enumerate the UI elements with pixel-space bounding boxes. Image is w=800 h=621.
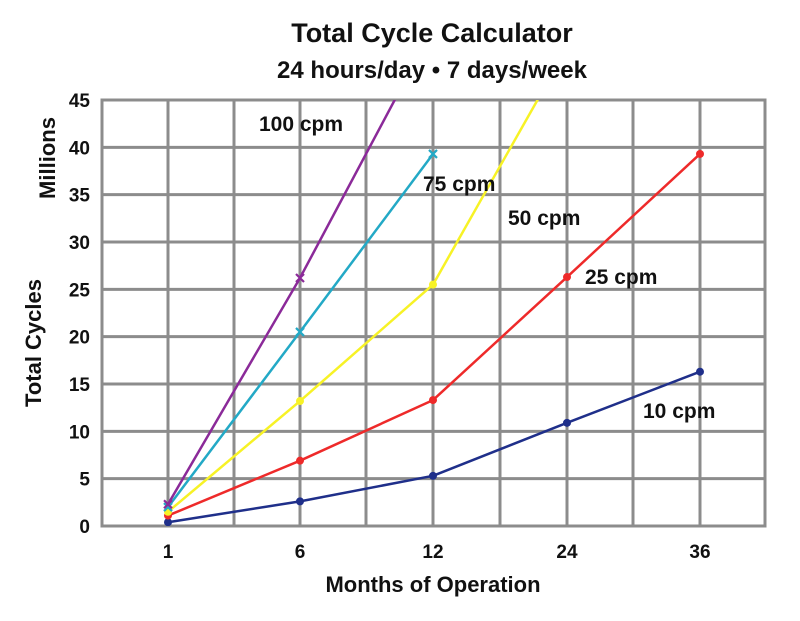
series-point <box>296 456 304 465</box>
series-label: 100 cpm <box>259 113 343 136</box>
y-tick-label: 20 <box>69 328 90 349</box>
series-label: 10 cpm <box>643 400 715 423</box>
series-point <box>429 471 437 480</box>
series-label: 75 cpm <box>423 173 495 196</box>
x-tick-label: 6 <box>295 542 306 563</box>
chart-title: Total Cycle Calculator <box>291 18 573 48</box>
y-axis-unit: Millions <box>35 117 60 199</box>
y-tick-label: 5 <box>79 470 90 491</box>
series-line <box>167 100 539 513</box>
series-point <box>295 327 305 337</box>
series-point <box>563 273 571 282</box>
series-layer <box>163 100 704 526</box>
y-tick-label: 10 <box>69 422 90 443</box>
x-tick-label: 1 <box>163 542 174 563</box>
y-tick-label: 15 <box>69 375 91 396</box>
series-point <box>296 397 304 406</box>
series-label: 50 cpm <box>508 207 580 230</box>
series-point <box>163 502 173 512</box>
y-tick-label: 0 <box>79 517 90 538</box>
x-axis-title: Months of Operation <box>325 572 540 597</box>
series-point <box>429 396 437 405</box>
x-tick-label: 12 <box>422 542 443 563</box>
series-point <box>164 518 172 526</box>
series-point <box>163 499 173 510</box>
y-tick-label: 35 <box>69 186 91 207</box>
series-point <box>295 273 305 283</box>
series-point <box>429 280 437 289</box>
x-tick-label: 24 <box>556 542 578 563</box>
series-point <box>696 367 704 376</box>
chart-subtitle: 24 hours/day • 7 days/week <box>277 57 588 84</box>
y-axis-title: Total Cycles <box>21 279 46 407</box>
series-point <box>296 497 304 506</box>
series-point <box>563 418 571 427</box>
series-point <box>696 149 704 158</box>
y-tick-label: 30 <box>69 233 90 254</box>
x-tick-label: 36 <box>689 542 710 563</box>
series-label: 25 cpm <box>585 266 657 289</box>
y-tick-label: 25 <box>69 280 91 301</box>
series-point <box>428 149 438 159</box>
plot-area: 0 5 10 15 20 25 30 35 40 45 1 6 12 24 36 10 cpm 25 cpm 50… <box>69 91 767 563</box>
y-tick-label: 40 <box>69 138 90 159</box>
y-tick-label: 45 <box>69 91 91 112</box>
